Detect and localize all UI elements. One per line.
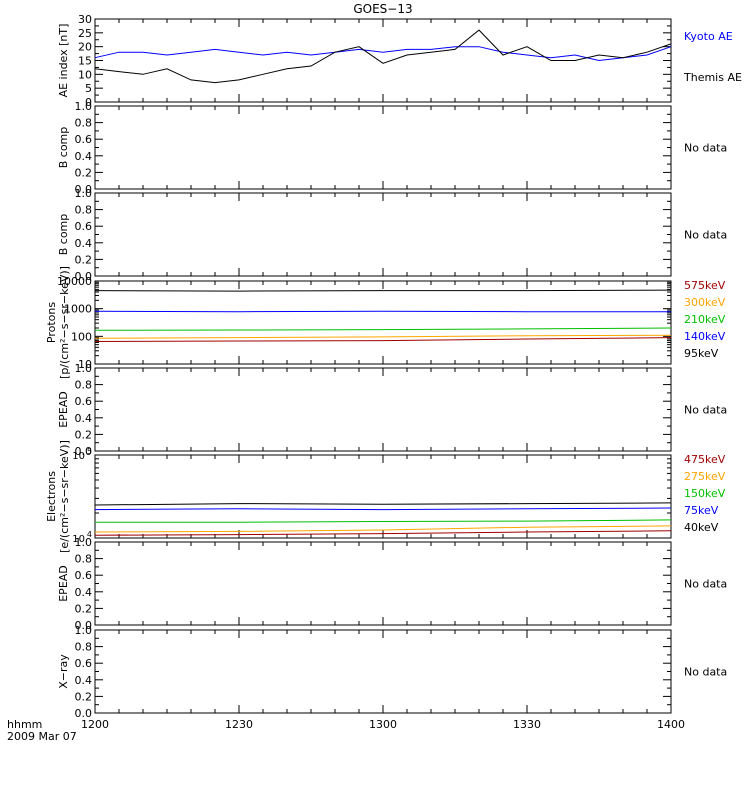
y-tick-label: 25	[78, 27, 92, 40]
x-tick-label: 1330	[513, 718, 541, 731]
y-tick-label: 10	[72, 451, 85, 462]
legend-entry: Themis AE	[683, 71, 742, 84]
legend-entry: 150keV	[684, 487, 726, 500]
date-label: 2009 Mar 07	[7, 730, 77, 743]
y-tick-label: 15	[78, 55, 92, 68]
legend-entry: 475keV	[684, 453, 726, 466]
y-axis-label: B comp	[57, 127, 70, 169]
legend-entry: Kyoto AE	[684, 30, 733, 43]
legend-entry: 210keV	[684, 313, 726, 326]
legend-entry: 75keV	[684, 504, 719, 517]
panel-frame	[95, 368, 671, 451]
series-line-4	[95, 503, 671, 505]
y-tick-label: 0.6	[75, 133, 93, 146]
y-axis-label: Protons	[45, 302, 58, 343]
no-data-label: No data	[684, 666, 727, 679]
panel-3: 10100100010000Protons[p/(cm²−s−sr−keV)]5…	[45, 266, 726, 379]
y-tick-label: 0.6	[75, 569, 93, 582]
y-tick-label: 0.6	[75, 395, 93, 408]
panel-frame	[95, 281, 671, 364]
y-tick-label: 30	[78, 13, 92, 26]
legend-entry: 40keV	[684, 521, 719, 534]
y-tick-label: 0.4	[75, 412, 93, 425]
series-line-4	[95, 290, 671, 291]
x-tick-label: 1400	[657, 718, 685, 731]
no-data-label: No data	[684, 404, 727, 417]
y-tick-label: 0.2	[75, 428, 93, 441]
y-tick-label: 0.8	[75, 553, 93, 566]
y-axis-label: B comp	[57, 214, 70, 256]
y-tick-label: 0.8	[75, 379, 93, 392]
panel-frame	[95, 106, 671, 189]
y-tick-label: 0.8	[75, 204, 93, 217]
series-line-3	[95, 508, 671, 510]
series-line-2	[95, 328, 671, 330]
y-tick-label: 100	[71, 330, 92, 343]
y-tick-label: 0.4	[75, 586, 93, 599]
series-line-1	[95, 335, 671, 338]
y-tick-label: 1.0	[75, 362, 93, 375]
panel-frame	[95, 19, 671, 102]
y-axis-unit: [e/(cm²−s−sr−keV)]	[58, 440, 71, 553]
y-tick-exponent: 5	[87, 447, 92, 456]
y-tick-label: 10	[78, 68, 92, 81]
y-tick-label: 0.4	[75, 237, 93, 250]
y-tick-label: 0.8	[75, 117, 93, 130]
x-tick-label: 1300	[369, 718, 397, 731]
y-axis-label: Electrons	[45, 471, 58, 522]
y-axis-label: AE index [nT]	[57, 24, 70, 98]
legend-entry: 275keV	[684, 470, 726, 483]
panel-frame	[95, 455, 671, 538]
panel-frame	[95, 630, 671, 713]
y-tick-label: 0.6	[75, 657, 93, 670]
y-tick-label: 0.2	[75, 602, 93, 615]
legend-entry: 140keV	[684, 330, 726, 343]
y-tick-label: 0.4	[75, 674, 93, 687]
y-axis-label: EPEAD	[57, 565, 70, 602]
y-tick-label: 20	[78, 41, 92, 54]
series-line-2	[95, 520, 671, 522]
y-tick-label: 0.6	[75, 220, 93, 233]
y-tick-label: 0.8	[75, 641, 93, 654]
y-tick-label: 0.4	[75, 150, 93, 163]
x-tick-label: 1230	[225, 718, 253, 731]
y-axis-unit: [p/(cm²−s−sr−keV)]	[58, 266, 71, 379]
y-axis-label: EPEAD	[57, 391, 70, 428]
plot-title: GOES−13	[353, 2, 412, 16]
y-tick-label: 1.0	[75, 187, 93, 200]
legend-entry: 300keV	[684, 296, 726, 309]
y-tick-label: 5	[85, 82, 92, 95]
legend-entry: 95keV	[684, 347, 719, 360]
x-tick-label: 1200	[81, 718, 109, 731]
y-tick-label: 1.0	[75, 100, 93, 113]
legend-entry: 575keV	[684, 279, 726, 292]
y-tick-label: 1.0	[75, 536, 93, 549]
no-data-label: No data	[684, 578, 727, 591]
y-tick-label: 1.0	[75, 624, 93, 637]
no-data-label: No data	[684, 229, 727, 242]
y-axis-label: X−ray	[57, 654, 70, 689]
y-tick-label: 0.2	[75, 253, 93, 266]
panel-frame	[95, 193, 671, 276]
panel-frame	[95, 542, 671, 625]
y-tick-label: 0.2	[75, 690, 93, 703]
y-tick-label: 0.2	[75, 166, 93, 179]
no-data-label: No data	[684, 142, 727, 155]
series-line-1	[95, 30, 671, 83]
